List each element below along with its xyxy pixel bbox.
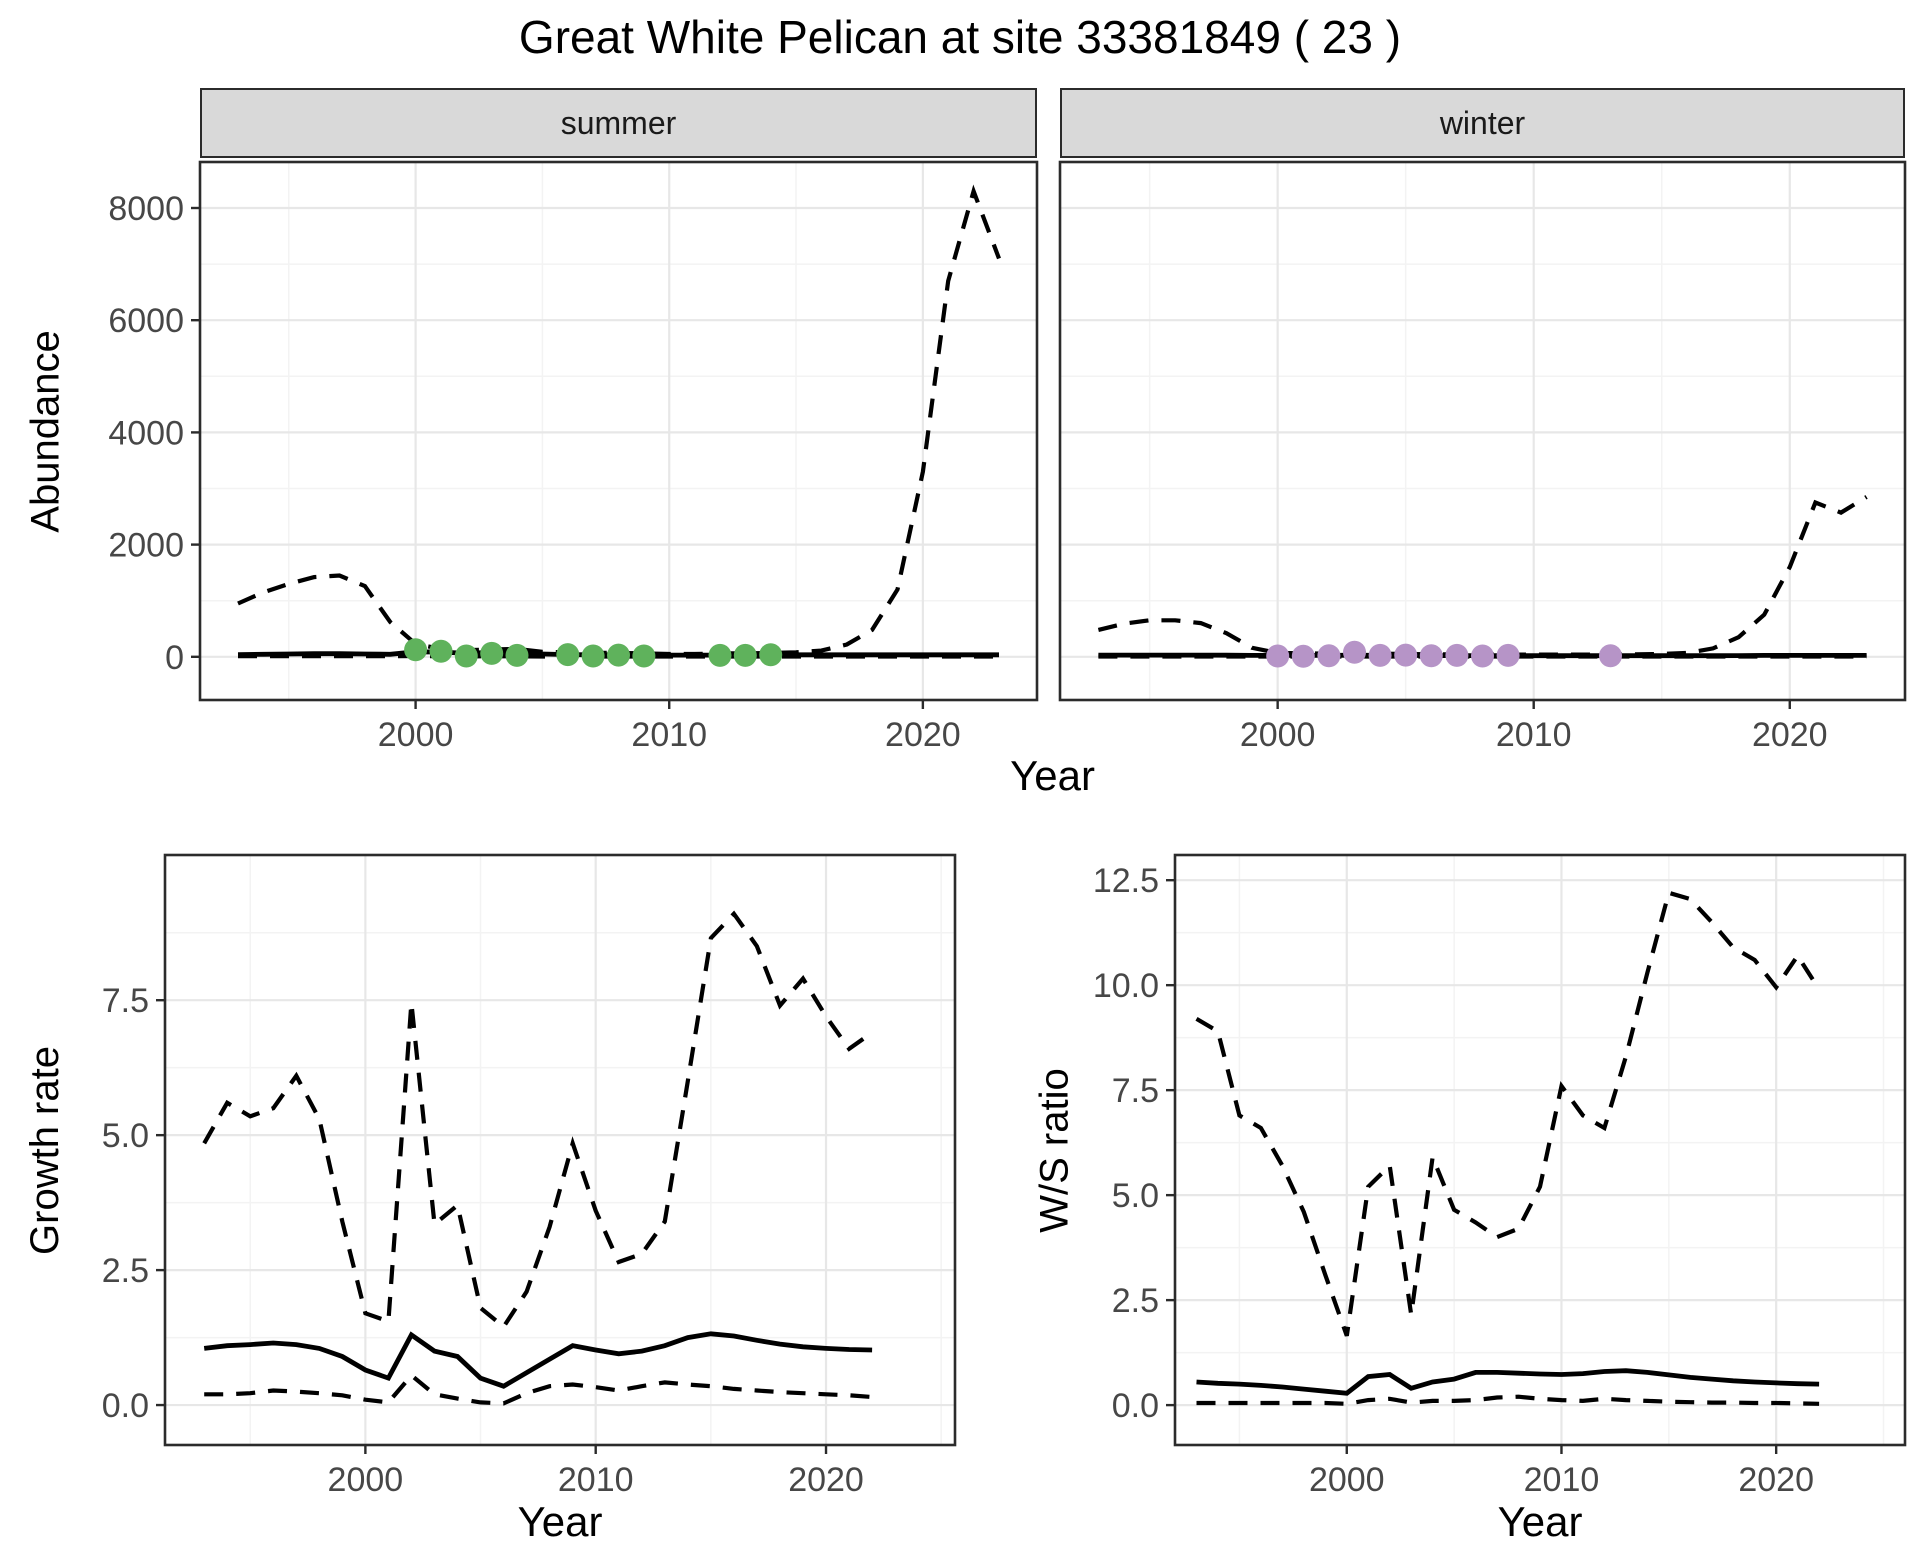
svg-text:2020: 2020 (1738, 1461, 1814, 1499)
svg-text:0.0: 0.0 (1112, 1387, 1159, 1425)
svg-text:10.0: 10.0 (1093, 967, 1159, 1005)
svg-text:2020: 2020 (788, 1461, 864, 1499)
svg-text:12.5: 12.5 (1093, 862, 1159, 900)
svg-text:2010: 2010 (1496, 716, 1572, 754)
svg-text:0.0: 0.0 (102, 1387, 149, 1425)
panel-abundance-winter: 2000 2010 2020 (1058, 160, 1907, 754)
facet-label-winter: winter (1439, 104, 1526, 141)
facet-strip-winter: winter (1060, 88, 1905, 158)
svg-text:2000: 2000 (108, 527, 184, 565)
page-title: Great White Pelican at site 33381849 ( 2… (518, 11, 1402, 63)
y-axis-title-growth-rate: Growth rate (22, 1045, 67, 1255)
svg-text:6000: 6000 (108, 302, 184, 340)
panel-ws-ratio: 2000 2010 2020 0.0 2.5 5.0 7.5 10.0 12.5 (1093, 853, 1907, 1499)
panel-abundance-summer: 2000 2010 2020 0 2000 4000 6000 8000 (108, 160, 1039, 754)
svg-text:2020: 2020 (1752, 716, 1828, 754)
y-axis-title-ws-ratio: W/S ratio (1032, 1067, 1077, 1233)
svg-text:2000: 2000 (1309, 1461, 1385, 1499)
facet-strip-summer: summer (200, 88, 1037, 158)
panel-growth-rate: 2000 2010 2020 0.0 2.5 5.0 7.5 (102, 853, 957, 1499)
y-axis-title-abundance: Abundance (23, 329, 68, 533)
svg-text:5.0: 5.0 (102, 1117, 149, 1155)
svg-text:2010: 2010 (631, 716, 707, 754)
svg-text:5.0: 5.0 (1112, 1177, 1159, 1215)
svg-text:2.5: 2.5 (102, 1252, 149, 1290)
svg-text:8000: 8000 (108, 190, 184, 228)
svg-text:2000: 2000 (378, 716, 454, 754)
svg-text:2000: 2000 (328, 1461, 404, 1499)
x-axis-title-growth-rate: Year (517, 1498, 603, 1545)
svg-text:2010: 2010 (1524, 1461, 1600, 1499)
svg-text:2000: 2000 (1240, 716, 1316, 754)
svg-text:2010: 2010 (558, 1461, 634, 1499)
facet-label-summer: summer (560, 104, 677, 141)
svg-text:2.5: 2.5 (1112, 1282, 1159, 1320)
svg-text:0: 0 (165, 639, 184, 677)
svg-text:2020: 2020 (885, 716, 961, 754)
svg-text:7.5: 7.5 (1112, 1072, 1159, 1110)
x-axis-title-top: Year (1010, 752, 1095, 799)
svg-text:7.5: 7.5 (102, 982, 149, 1020)
x-axis-title-ws-ratio: Year (1497, 1498, 1583, 1545)
svg-text:4000: 4000 (108, 414, 184, 452)
